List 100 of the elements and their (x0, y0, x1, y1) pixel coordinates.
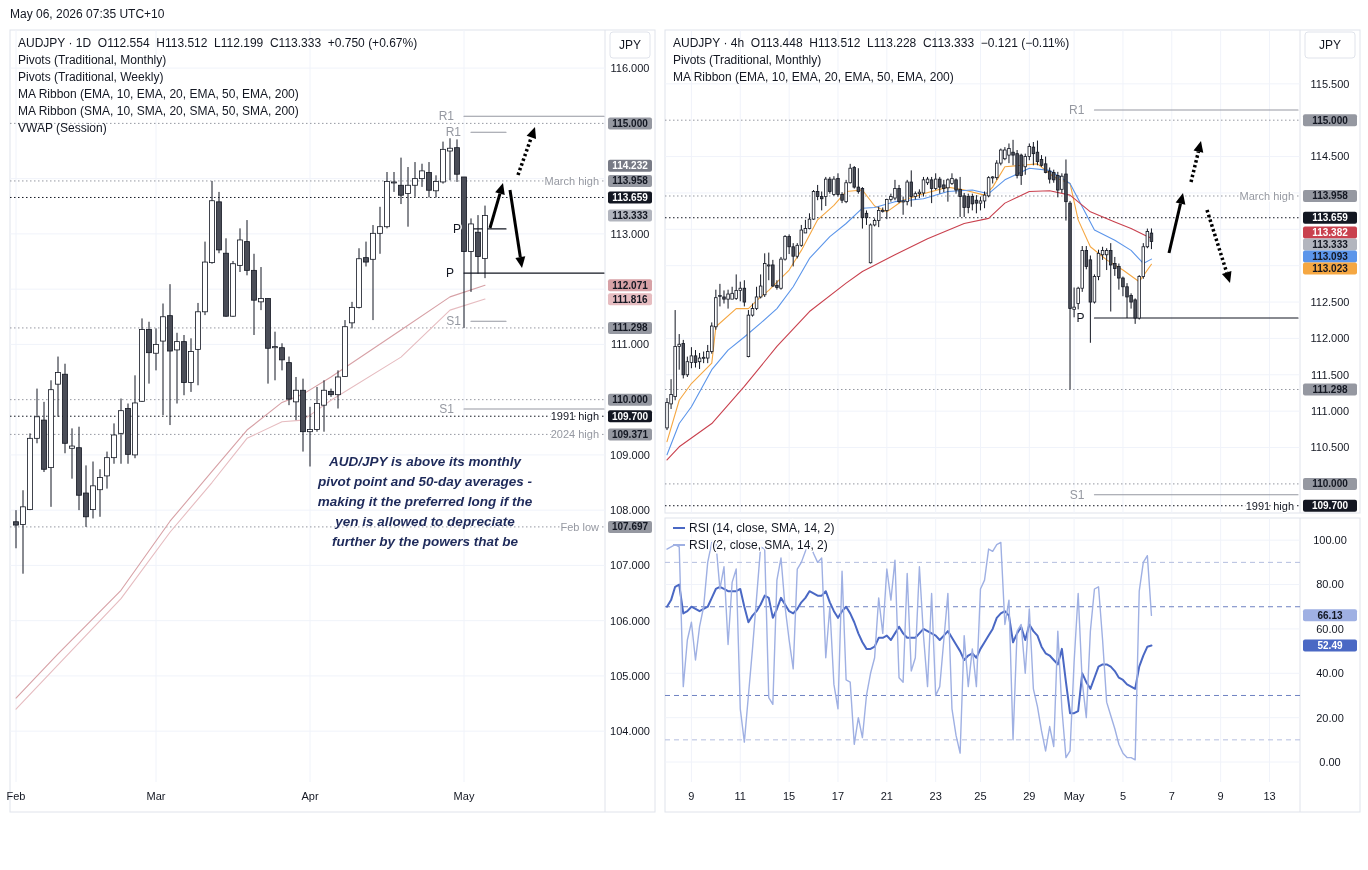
y-axis-title: JPY (1318, 38, 1342, 53)
y-tick-label: 113.023 (1312, 263, 1349, 275)
series-label: R1 (438, 109, 455, 124)
series-label: P (452, 222, 461, 237)
y-tick-label: 100.00 (1313, 534, 1347, 547)
candlestick (966, 193, 970, 214)
x-tick-label: 11 (734, 790, 746, 802)
y-tick-label: 52.49 (1317, 640, 1343, 652)
x-tick-label: 17 (831, 790, 845, 802)
candlestick (1019, 153, 1023, 186)
y-tick-label: 113.659 (1312, 212, 1349, 224)
y-tick-label: 113.333 (612, 209, 649, 221)
x-tick-label: 7 (1168, 790, 1175, 802)
y-tick-label: 113.093 (1312, 251, 1349, 263)
y-tick-label: 112.071 (612, 279, 649, 291)
y-tick-label: 109.371 (611, 428, 649, 440)
y-tick-label: 111.298 (612, 322, 648, 334)
ref-line-label: 1991 high (550, 410, 599, 423)
y-tick-label: 66.13 (1317, 609, 1343, 621)
candlestick (730, 286, 734, 300)
y-tick-label: 80.00 (1316, 578, 1344, 591)
text: Pivots (Traditional, Monthly) Pivots (Traditional, Weekly) MA Ribbon (EMA, 10, EMA, 20, EMA, 50, EMA, 200) MA Ribbon (SMA, 10, SMA, 20, SMA, 50, SMA, 200) VWAP (Session) (18, 53, 299, 135)
candlestick (852, 165, 856, 190)
y-tick-label: 109.000 (610, 448, 650, 461)
series-label: R1 (445, 125, 462, 140)
x-tick-label: 9 (1217, 790, 1224, 802)
candlestick (921, 176, 926, 198)
line-series (666, 583, 1153, 715)
candlestick (824, 176, 828, 207)
candlestick (986, 175, 991, 198)
ref-line-label: March high (544, 174, 599, 187)
x-tick-label: 23 (929, 790, 942, 802)
y-tick-label: 108.000 (610, 504, 650, 516)
candlestick (1117, 263, 1121, 291)
series-label: P (445, 266, 454, 281)
y-tick-label: 110.000 (612, 394, 649, 406)
y-tick-label: 114.500 (1310, 150, 1350, 163)
y-tick-label: 107.697 (611, 521, 649, 533)
x-tick-label: 21 (880, 790, 893, 802)
y-tick-label: 112.000 (1310, 332, 1350, 345)
y-tick-label: 115.000 (1312, 114, 1349, 126)
y-tick-label: 60.00 (1316, 622, 1344, 635)
x-tick-label: 29 (1023, 790, 1036, 802)
series-label: P (1076, 311, 1085, 326)
candlestick (1109, 242, 1113, 313)
ref-line-label: March high (1239, 189, 1294, 202)
x-tick-label: May (453, 790, 475, 802)
y-tick-label: 113.000 (610, 227, 650, 240)
ref-line-label: Feb low (560, 520, 600, 533)
legend-label: RSI (14, close, SMA, 14, 2) (689, 521, 835, 535)
y-tick-label: 0.00 (1319, 755, 1341, 768)
ref-line-label: 2024 high (550, 428, 599, 441)
y-tick-label: 20.00 (1316, 711, 1344, 724)
candlestick (1007, 142, 1011, 164)
line-series (666, 541, 1153, 761)
y-tick-label: 112.500 (1310, 295, 1350, 308)
y-axis-title: JPY (618, 38, 642, 53)
y-tick-label: 106.000 (610, 614, 650, 627)
y-tick-label: 113.333 (1312, 239, 1349, 251)
y-tick-label: 110.000 (1312, 478, 1349, 490)
y-tick-label: 113.382 (1312, 227, 1349, 239)
candlestick (1031, 141, 1036, 166)
candlestick (742, 279, 747, 307)
x-tick-label: 9 (688, 790, 695, 802)
candlestick (909, 169, 913, 208)
series-label: S1 (446, 314, 462, 329)
x-tick-label: May (1063, 790, 1085, 802)
x-tick-label: Feb (6, 790, 26, 802)
y-tick-label: 113.958 (1312, 190, 1349, 202)
x-tick-label: 15 (783, 790, 796, 802)
y-tick-label: 115.000 (612, 117, 649, 129)
text: AUDJPY · 4h O113.448 H113.512 L113.228 C113.333 −0.121 (−0.11%) (673, 36, 1070, 50)
candlestick (958, 176, 962, 218)
legend-label: RSI (2, close, SMA, 14, 2) (689, 538, 828, 552)
x-tick-label: 25 (974, 790, 987, 802)
y-tick-label: 116.000 (610, 61, 650, 74)
y-tick-label: 40.00 (1316, 667, 1344, 680)
candlestick (726, 289, 730, 310)
x-tick-label: 5 (1119, 790, 1127, 802)
candlestick (734, 273, 738, 301)
y-tick-label: 110.500 (1310, 441, 1350, 454)
text: AUDJPY · 1D O112.554 H113.512 L112.199 C113.333 +0.750 (+0.67%) (18, 36, 418, 50)
series-label: S1 (1069, 488, 1085, 503)
y-tick-label: 109.700 (1311, 500, 1349, 512)
y-tick-label: 111.816 (612, 293, 648, 305)
annotation: AUD/JPY is above its monthly pivot point and 50-day averages - making it the preferred long if the yen is allowed to depreciate further by the powers that be (317, 454, 533, 549)
ref-line-label: 1991 high (1245, 499, 1294, 512)
y-tick-label: 114.232 (612, 160, 649, 172)
candlestick (832, 175, 836, 197)
candlestick (1149, 227, 1154, 250)
x-tick-label: Mar (146, 790, 166, 802)
y-tick-label: 104.000 (610, 725, 650, 738)
text: May 06, 2026 07:35 UTC+10 (10, 7, 165, 21)
y-tick-label: 115.500 (1310, 77, 1350, 90)
candlestick (1056, 171, 1060, 198)
y-tick-label: 111.500 (1310, 368, 1350, 381)
series-label: S1 (439, 402, 455, 417)
candlestick (946, 177, 950, 203)
x-tick-label: 13 (1263, 790, 1276, 802)
y-tick-label: 111.298 (1312, 383, 1348, 395)
